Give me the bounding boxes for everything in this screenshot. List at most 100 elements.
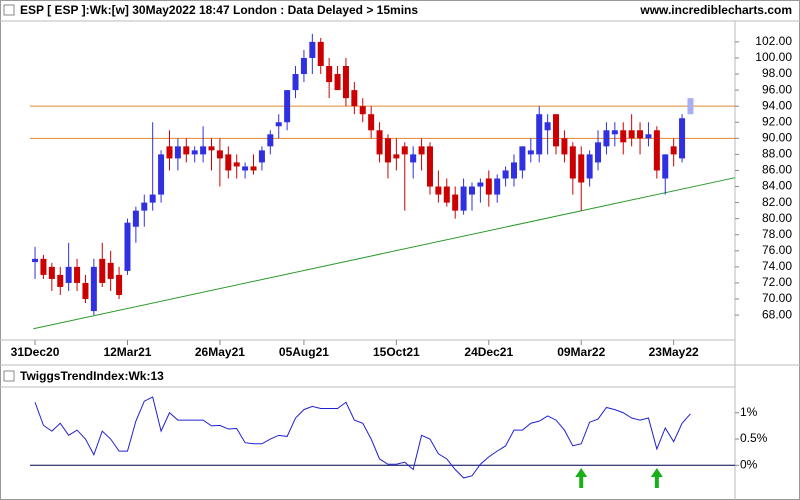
candle-body (595, 142, 602, 163)
candle-body (586, 154, 593, 179)
y-tick-label: 102.00 (755, 34, 792, 48)
candle-body (300, 57, 307, 75)
candle-body (90, 266, 97, 312)
candle-body (477, 182, 484, 187)
candle-body (32, 258, 39, 263)
y-tick-label: 96.00 (762, 82, 792, 96)
candle-body (208, 146, 215, 151)
y-tick-label: 72.00 (762, 275, 792, 289)
candle-body (569, 146, 576, 179)
candle-body (426, 146, 433, 187)
candle-body (200, 146, 207, 155)
candle-body (628, 130, 635, 139)
candle-body (141, 202, 148, 211)
candle-body (637, 130, 644, 139)
y-tick-label: 88.00 (762, 147, 792, 161)
candle-body (410, 154, 417, 163)
candle-body (603, 130, 610, 147)
indicator-line (34, 396, 691, 479)
candle-body (468, 186, 475, 195)
candle-body (65, 266, 72, 283)
candle-body (342, 65, 349, 99)
y-tick-label: 0% (740, 457, 758, 471)
y-tick-label: 78.00 (762, 227, 792, 241)
x-tick-label: 15Oct21 (373, 345, 420, 359)
candle-body (670, 146, 677, 155)
y-tick-label: 82.00 (762, 195, 792, 209)
expand-box[interactable] (3, 370, 15, 382)
y-tick-label: 94.00 (762, 98, 792, 112)
candle-body (242, 166, 249, 171)
candle-body (250, 166, 257, 171)
candle-body (57, 274, 64, 287)
y-tick-label: 80.00 (762, 211, 792, 225)
candle-body (620, 130, 627, 143)
candle-body (578, 154, 585, 183)
x-tick-label: 23May22 (649, 345, 699, 359)
candle-body (124, 222, 131, 271)
candle-body (149, 194, 156, 203)
candle-body (553, 114, 560, 147)
candle-body (326, 65, 333, 83)
candle-body (561, 138, 568, 155)
candle-body (368, 114, 375, 131)
candle-body (418, 146, 425, 155)
candle-body (679, 118, 686, 159)
candle-body (317, 41, 324, 66)
candle-body (258, 150, 265, 163)
x-tick-label: 12Mar21 (103, 345, 151, 359)
candle-body (519, 146, 526, 171)
expand-box[interactable] (3, 4, 15, 16)
y-tick-label: 100.00 (755, 50, 792, 64)
candle-body (687, 98, 694, 115)
candle-body (191, 150, 198, 155)
candle-body (166, 146, 173, 159)
candle-body (611, 130, 618, 135)
y-tick-label: 98.00 (762, 66, 792, 80)
signal-arrow (650, 468, 663, 488)
y-tick-label: 84.00 (762, 179, 792, 193)
candle-body (233, 162, 240, 167)
candle-body (82, 282, 89, 300)
candle-body (401, 146, 408, 155)
candle-body (511, 162, 518, 179)
candle-body (435, 186, 442, 195)
x-tick-label: 26May21 (195, 345, 245, 359)
candle-body (132, 210, 139, 227)
candle-body (334, 74, 341, 91)
source: www.incrediblecharts.com (639, 3, 792, 17)
candle-body (158, 154, 165, 195)
candle-body (485, 178, 492, 195)
chart-title: ESP [ ESP ]:Wk:[w] 30May2022 18:47 Londo… (20, 3, 418, 17)
candle-body (48, 266, 55, 279)
y-tick-label: 74.00 (762, 259, 792, 273)
candle-body (645, 134, 652, 139)
x-tick-label: 05Aug21 (279, 345, 329, 359)
candle-body (376, 130, 383, 155)
candle-body (544, 122, 551, 131)
indicator-title: TwiggsTrendIndex:Wk:13 (20, 369, 164, 383)
candle-body (116, 274, 123, 296)
candle-body (275, 122, 282, 127)
candle-body (536, 114, 543, 155)
candle-body (443, 186, 450, 203)
candle-body (653, 130, 660, 171)
candle-body (527, 150, 534, 155)
y-tick-label: 90.00 (762, 130, 792, 144)
y-tick-label: 86.00 (762, 163, 792, 177)
signal-arrow (575, 468, 588, 488)
candle-body (292, 74, 299, 91)
y-tick-label: 92.00 (762, 114, 792, 128)
candle-body (216, 150, 223, 159)
y-tick-label: 76.00 (762, 243, 792, 257)
candle-body (351, 90, 358, 107)
candle-body (74, 266, 81, 283)
candle-body (662, 154, 669, 179)
candle-body (309, 41, 316, 58)
y-tick-label: 68.00 (762, 307, 792, 321)
candle-body (494, 178, 501, 195)
candle-body (107, 262, 114, 279)
y-tick-label: 0.5% (740, 431, 768, 445)
candle-body (99, 258, 106, 283)
